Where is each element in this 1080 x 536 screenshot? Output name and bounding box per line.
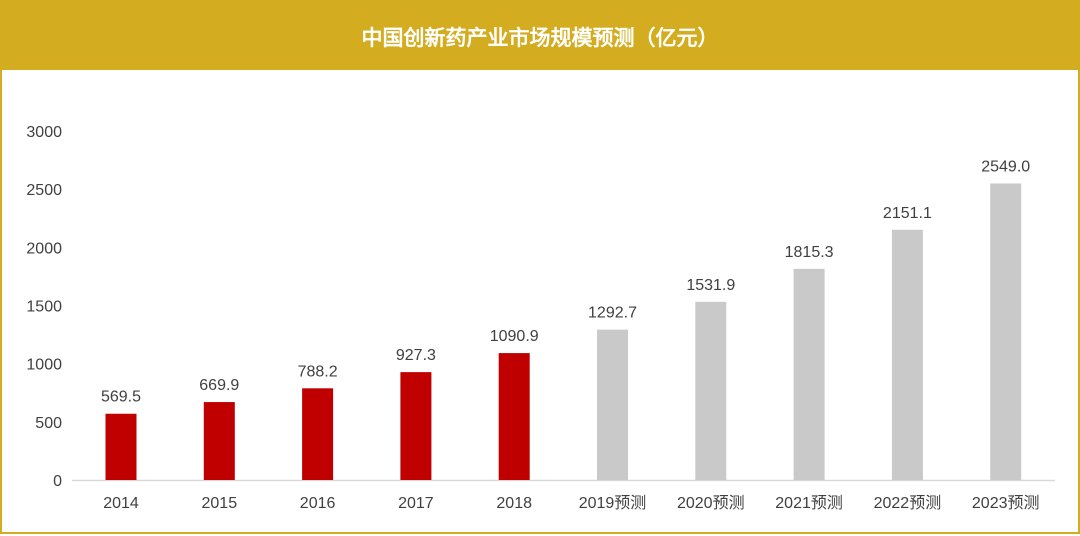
y-tick-label: 2500 xyxy=(26,182,62,199)
bar-2015 xyxy=(203,402,235,480)
x-tick-label: 2014 xyxy=(103,495,139,512)
x-tick-label: 2019预测 xyxy=(579,494,647,512)
x-tick-label: 2022预测 xyxy=(874,494,942,512)
x-tick-label: 2015 xyxy=(202,495,238,512)
x-tick-label: 2016 xyxy=(300,495,336,512)
x-tick-label: 2021预测 xyxy=(775,494,843,512)
bar-2016 xyxy=(302,388,334,480)
data-label: 2151.1 xyxy=(883,205,932,222)
data-label: 927.3 xyxy=(396,347,436,364)
y-tick-label: 1500 xyxy=(26,299,62,316)
bar-2021预测 xyxy=(793,268,825,480)
data-label: 2549.0 xyxy=(981,158,1030,175)
data-label: 1292.7 xyxy=(588,305,637,322)
bar-2022预测 xyxy=(891,229,923,480)
bar-2023预测 xyxy=(990,183,1022,480)
bar-2014 xyxy=(105,413,137,480)
x-tick-label: 2017 xyxy=(398,495,434,512)
x-tick-label: 2023预测 xyxy=(972,494,1040,512)
y-tick-label: 500 xyxy=(35,415,62,432)
y-tick-label: 1000 xyxy=(26,357,62,374)
x-tick-label: 2018 xyxy=(496,495,532,512)
data-label: 788.2 xyxy=(298,363,338,380)
bar-2017 xyxy=(400,372,432,480)
x-tick-label: 2020预测 xyxy=(677,494,745,512)
bar-2019预测 xyxy=(597,329,628,480)
chart-title: 中国创新药产业市场规模预测（亿元） xyxy=(0,0,1080,70)
bar-2020预测 xyxy=(695,301,727,480)
y-tick-label: 0 xyxy=(53,473,62,490)
data-label: 569.5 xyxy=(101,389,141,406)
data-label: 669.9 xyxy=(199,377,239,394)
data-label: 1090.9 xyxy=(490,328,539,345)
y-tick-label: 2000 xyxy=(26,240,62,257)
bar-2018 xyxy=(498,353,530,480)
y-tick-label: 3000 xyxy=(26,124,62,141)
data-label: 1531.9 xyxy=(686,277,735,294)
data-label: 1815.3 xyxy=(785,244,834,261)
